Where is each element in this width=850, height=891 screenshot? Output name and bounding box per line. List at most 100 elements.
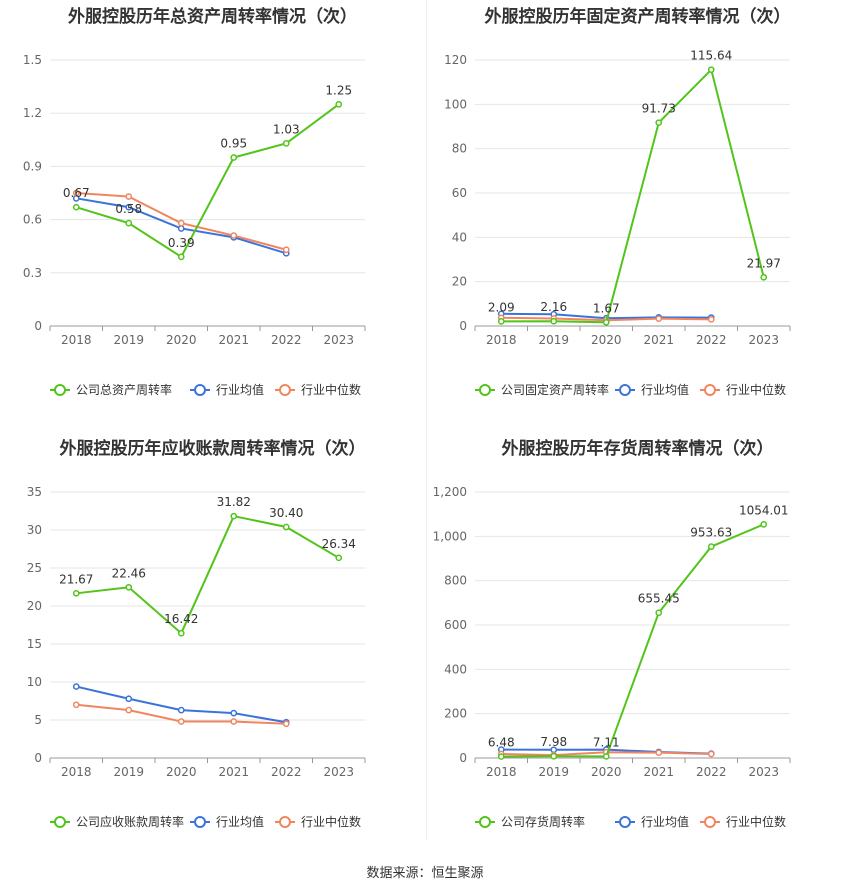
x-tick-label: 2018	[61, 333, 92, 347]
legend-marker	[54, 816, 66, 828]
data-label: 1.03	[273, 122, 300, 136]
legend-label: 行业中位数	[726, 814, 786, 829]
data-point	[72, 589, 80, 597]
legend-marker	[279, 384, 291, 396]
legend-label: 公司存货周转率	[501, 814, 585, 829]
chart-title: 外服控股历年应收账款周转率情况（次）	[59, 439, 366, 459]
data-point	[177, 253, 185, 261]
chart-svg: 0 200 400 600 800 1,000 1,200 2018 2019 2020 2021 2…	[433, 485, 791, 829]
data-label: 115.64	[690, 49, 732, 63]
legend-item-0[interactable]: 公司应收账款周转率	[50, 814, 184, 829]
data-point	[177, 225, 185, 232]
chart-svg: 0 0.3 0.6 0.9 1.2 1.5 2018 2019 2020 2021 2022 2023…	[23, 53, 366, 397]
legend-item-2[interactable]: 行业中位数	[275, 814, 361, 829]
x-tick-label: 2018	[61, 765, 92, 779]
y-tick-label: 10	[27, 675, 42, 689]
data-point	[230, 709, 238, 717]
series-line-1	[76, 685, 287, 724]
x-tick-label: 2020	[166, 765, 197, 779]
chart-panel-fixed-asset-turnover: 外服控股历年固定资产周转率情况（次） 0 20 40 60 80 100 120 2018 20…	[425, 0, 850, 430]
data-point	[72, 203, 80, 211]
data-point	[125, 706, 133, 714]
data-label: 16.42	[164, 612, 198, 626]
legend-item-2[interactable]: 行业中位数	[700, 814, 786, 829]
legend-marker	[704, 816, 716, 828]
data-point	[125, 219, 133, 227]
chart-panel-receivables-turnover: 外服控股历年应收账款周转率情况（次） 0 5 10 15 20 25 30 35 2018 201…	[0, 432, 425, 862]
data-label: 0.58	[115, 202, 142, 216]
legend-label: 行业均值	[216, 814, 264, 829]
data-label: 21.97	[747, 256, 781, 270]
y-tick-label: 200	[444, 707, 467, 721]
y-tick-label: 0	[34, 319, 42, 333]
x-tick-label: 2020	[166, 333, 197, 347]
data-label: 7.98	[540, 735, 567, 749]
x-tick-label: 2022	[696, 765, 727, 779]
y-tick-label: 0	[459, 319, 467, 333]
data-point	[177, 718, 185, 725]
chart-title: 外服控股历年总资产周转率情况（次）	[68, 7, 357, 27]
legend-item-1[interactable]: 行业均值	[190, 382, 264, 397]
x-tick-label: 2019	[538, 765, 569, 779]
y-tick-label: 20	[27, 599, 42, 613]
data-label: 0.95	[220, 137, 247, 151]
y-tick-label: 5	[34, 713, 42, 727]
data-point	[335, 100, 343, 108]
data-point	[72, 189, 80, 197]
data-source: 数据来源：恒生聚源	[366, 866, 484, 881]
legend-marker	[619, 384, 631, 396]
x-tick-label: 2019	[113, 765, 144, 779]
x-tick-label: 2023	[748, 333, 779, 347]
data-point	[230, 512, 238, 520]
series-line-0	[76, 515, 340, 635]
data-point	[177, 706, 185, 714]
y-tick-label: 60	[452, 186, 467, 200]
series-line-0	[501, 67, 765, 324]
data-point	[282, 523, 290, 531]
data-point	[125, 193, 133, 200]
legend-item-0[interactable]: 公司固定资产周转率	[475, 382, 609, 397]
panel-divider	[426, 0, 427, 840]
legend-item-1[interactable]: 行业均值	[615, 382, 689, 397]
data-label: 655.45	[638, 592, 680, 606]
x-tick-label: 2021	[643, 765, 674, 779]
series-line-0	[75, 103, 340, 259]
y-tick-label: 800	[444, 574, 467, 588]
data-point	[125, 695, 133, 703]
data-point	[497, 318, 505, 325]
legend-label: 行业中位数	[301, 814, 361, 829]
data-point	[602, 753, 610, 760]
legend-marker	[279, 816, 291, 828]
x-tick-label: 2023	[323, 765, 354, 779]
legend-item-2[interactable]: 行业中位数	[275, 382, 361, 397]
data-point	[282, 139, 290, 147]
y-tick-label: 600	[444, 618, 467, 632]
legend-item-1[interactable]: 行业均值	[615, 814, 689, 829]
data-label: 1.67	[593, 301, 620, 315]
y-tick-label: 0	[34, 751, 42, 765]
legend-item-1[interactable]: 行业均值	[190, 814, 264, 829]
data-label: 2.16	[540, 300, 567, 314]
data-label: 26.34	[322, 537, 356, 551]
data-point	[655, 119, 663, 127]
chart-svg: 0 5 10 15 20 25 30 35 2018 2019 2020 2021 2022 2023 21…	[27, 485, 366, 829]
legend-label: 行业中位数	[726, 382, 786, 397]
data-point	[497, 753, 505, 760]
legend-item-0[interactable]: 公司总资产周转率	[50, 382, 172, 397]
legend-item-2[interactable]: 行业中位数	[700, 382, 786, 397]
legend-label: 公司应收账款周转率	[76, 814, 184, 829]
data-point	[550, 752, 558, 760]
y-tick-label: 100	[444, 97, 467, 111]
data-point	[125, 203, 133, 211]
y-tick-label: 15	[27, 637, 42, 651]
legend-label: 公司固定资产周转率	[501, 382, 609, 397]
legend-label: 行业均值	[216, 382, 264, 397]
y-tick-label: 1.2	[23, 106, 42, 120]
data-point	[282, 246, 290, 254]
x-tick-label: 2021	[218, 765, 249, 779]
y-tick-label: 1.5	[23, 53, 42, 67]
legend-marker	[479, 816, 491, 828]
x-tick-label: 2023	[323, 333, 354, 347]
legend-item-0[interactable]: 公司存货周转率	[475, 814, 585, 829]
legend-marker	[479, 384, 491, 396]
